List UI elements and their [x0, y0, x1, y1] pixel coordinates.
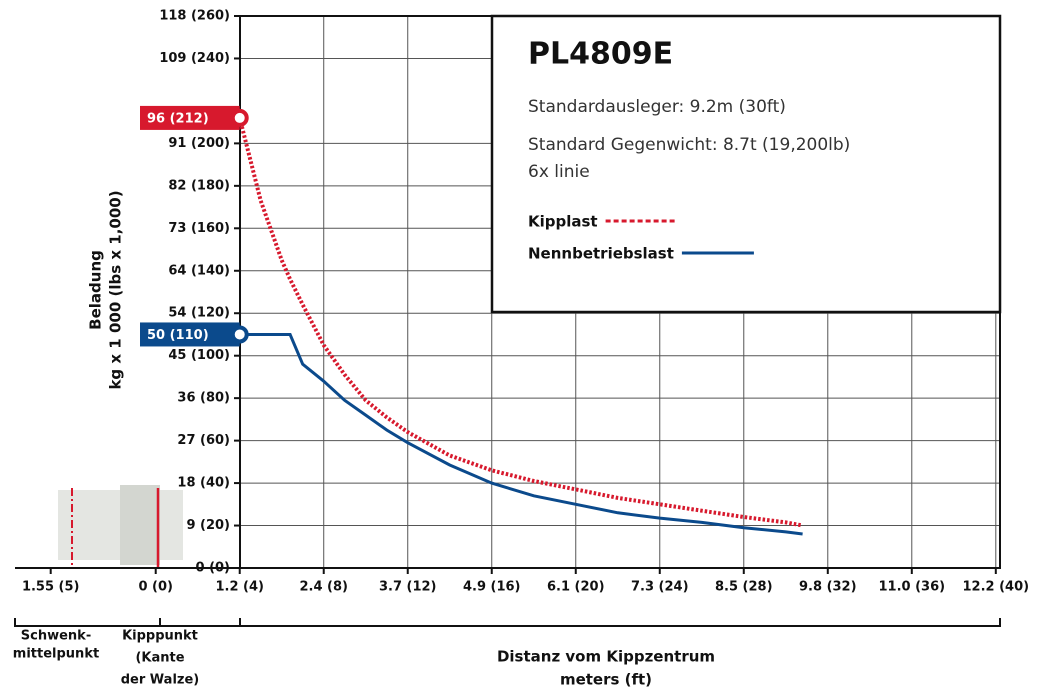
- y-tick-label: 9 (20): [186, 518, 230, 533]
- y-tick-label: 73 (160): [168, 221, 230, 236]
- x-axis-label: Distanz vom Kippzentrum: [497, 648, 715, 666]
- x-tick-label: 9.8 (32): [799, 580, 857, 595]
- x-tick-label: 12.2 (40): [963, 580, 1030, 595]
- x-tick-label: 8.5 (28): [715, 580, 773, 595]
- y-tick-label: 82 (180): [168, 178, 230, 193]
- x-tick-label: 2.4 (8): [299, 580, 347, 595]
- y-tick-label: 45 (100): [168, 348, 230, 363]
- x-tick-label: 3.7 (12): [379, 580, 437, 595]
- legend-subtitle: Standardausleger: 9.2m (30ft): [528, 97, 786, 117]
- marker-label: 96 (212): [147, 111, 209, 126]
- annotation: mittelpunkt: [13, 647, 99, 662]
- y-tick-label: 36 (80): [177, 391, 230, 406]
- y-tick-label: 54 (120): [168, 306, 230, 321]
- x-axis-label: meters (ft): [560, 671, 652, 689]
- x-tick-label: 4.9 (16): [463, 580, 521, 595]
- bracket: [14, 618, 1001, 627]
- y-tick-label: 64 (140): [168, 263, 230, 278]
- marker-label-box: [140, 105, 240, 130]
- lines: [237, 117, 803, 536]
- legend-entry: Kipplast: [528, 213, 598, 231]
- series-line: [237, 117, 803, 528]
- y-tick-label: 0 (0): [196, 561, 231, 576]
- x-tick-label: 1.55 (5): [22, 580, 80, 595]
- x-tick-label: 6.1 (20): [547, 580, 605, 595]
- marker: [230, 108, 249, 127]
- legend-subtitle: 6x linie: [528, 162, 590, 182]
- series-line: [239, 333, 803, 536]
- annotation: Kipppunkt: [122, 629, 198, 644]
- y-tick-label: 118 (260): [159, 9, 230, 24]
- marker-label-box: [140, 322, 240, 347]
- y-tick-label: 109 (240): [159, 51, 230, 66]
- legend-entry: Nennbetriebslast: [528, 245, 674, 263]
- legend-title: PL4809E: [528, 37, 673, 72]
- marker: [230, 325, 249, 344]
- annotation: der Walze): [121, 673, 200, 688]
- marker-label: 50 (110): [147, 328, 209, 343]
- x-tick-label: 1.2 (4): [215, 580, 263, 595]
- y-axis-label: kg x 1 000 (lbs x 1,000): [107, 190, 125, 389]
- legend-subtitle: Standard Gegenwicht: 8.7t (19,200lb): [528, 135, 850, 155]
- annotation: Schwenk-: [21, 629, 91, 644]
- x-tick-label: 11.0 (36): [879, 580, 946, 595]
- y-tick-label: 91 (200): [168, 136, 230, 151]
- y-tick-label: 18 (40): [177, 476, 230, 491]
- y-axis-label: Beladung: [87, 250, 105, 330]
- y-tick-label: 27 (60): [177, 433, 230, 448]
- x-tick-label: 0 (0): [138, 580, 173, 595]
- annotation: (Kante: [135, 651, 184, 666]
- machine-roller: [120, 485, 160, 565]
- x-tick-label: 7.3 (24): [631, 580, 689, 595]
- legend-box: [490, 14, 1002, 314]
